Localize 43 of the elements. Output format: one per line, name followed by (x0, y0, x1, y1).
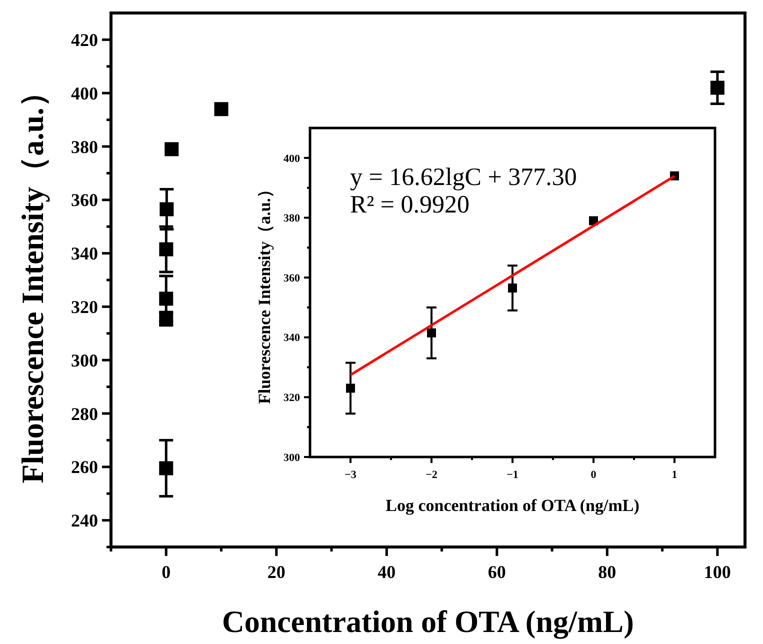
y-axis-title: Fluorescence Intensity（a.u.） (15, 76, 50, 484)
x-axis-title: Log concentration of OTA (ng/mL) (386, 496, 640, 515)
point (214, 102, 228, 116)
y-tick-label: 340 (71, 244, 98, 264)
y-tick-label: 240 (71, 510, 98, 531)
x-tick-label: 80 (598, 562, 616, 582)
x-tick-label: 20 (267, 562, 286, 582)
y-tick-label: 400 (284, 152, 300, 165)
annotation: R² = 0.9920 (350, 192, 470, 218)
y-tick-label: 280 (71, 404, 98, 424)
point (710, 80, 724, 95)
point (159, 461, 174, 476)
y-tick-label: 360 (71, 190, 98, 210)
x-tick-label: 0 (162, 562, 171, 582)
point (508, 284, 517, 293)
y-axis-title: Fluorescence Intensity（a.u.） (255, 180, 274, 404)
x-tick-label: 40 (378, 562, 396, 582)
y-tick-label: 340 (284, 332, 300, 344)
y-tick-label: 320 (71, 297, 98, 317)
annotation: y = 16.62lgC + 377.30 (350, 164, 577, 191)
point (160, 202, 174, 216)
y-tick-label: 360 (284, 272, 300, 284)
point (427, 328, 436, 338)
point (159, 242, 174, 256)
x-tick-label: 100 (704, 562, 731, 582)
point (164, 142, 179, 156)
y-tick-label: 300 (71, 350, 98, 370)
y-tick-label: 300 (284, 452, 300, 464)
x-axis-title: Concentration of OTA (ng/mL) (222, 604, 634, 639)
point (346, 384, 355, 393)
y-tick-label: 380 (71, 136, 98, 157)
x-tick-label: 60 (488, 562, 506, 582)
y-tick-label: 380 (284, 212, 300, 225)
y-tick-label: 320 (284, 392, 300, 404)
x-tick-label: −1 (506, 469, 518, 481)
x-tick-label: 0 (590, 469, 597, 481)
y-tick-label: 400 (71, 83, 98, 104)
x-tick-label: 1 (672, 469, 678, 481)
y-tick-label: 420 (71, 30, 98, 50)
x-tick-label: −3 (344, 469, 357, 481)
point (159, 292, 174, 306)
y-tick-label: 260 (71, 457, 98, 478)
x-tick-label: −2 (426, 469, 438, 481)
